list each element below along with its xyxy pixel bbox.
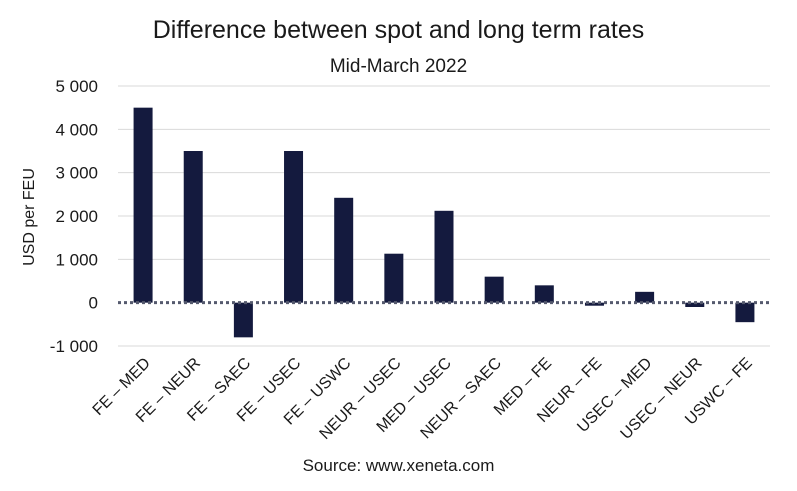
y-tick-label: 0 [89, 294, 98, 313]
y-tick-label: 3 000 [55, 164, 98, 183]
bar [334, 197, 354, 303]
y-tick-label: 4 000 [55, 120, 98, 139]
bar [183, 151, 203, 303]
y-tick-label: 5 000 [55, 77, 98, 96]
chart-subtitle: Mid-March 2022 [329, 56, 468, 77]
bar [584, 302, 604, 306]
y-tick-label: -1 000 [50, 337, 98, 356]
bar [434, 210, 454, 303]
y-tick-labels: 5 000 4 000 3 000 2 000 1 000 0 -1 000 [50, 77, 98, 356]
bar [133, 107, 153, 303]
bar [635, 291, 655, 303]
y-tick-label: 1 000 [55, 250, 98, 269]
bar [735, 302, 755, 323]
bars [133, 107, 755, 338]
source-note: Source: www.xeneta.com [302, 456, 495, 475]
bar [534, 285, 554, 303]
bar [233, 302, 253, 338]
bar [685, 302, 705, 307]
bar [484, 276, 504, 303]
bar [284, 151, 304, 303]
y-tick-label: 2 000 [55, 207, 98, 226]
y-axis-title: USD per FEU [21, 168, 38, 266]
chart-title: Difference between spot and long term ra… [152, 16, 645, 44]
bar [384, 253, 404, 303]
